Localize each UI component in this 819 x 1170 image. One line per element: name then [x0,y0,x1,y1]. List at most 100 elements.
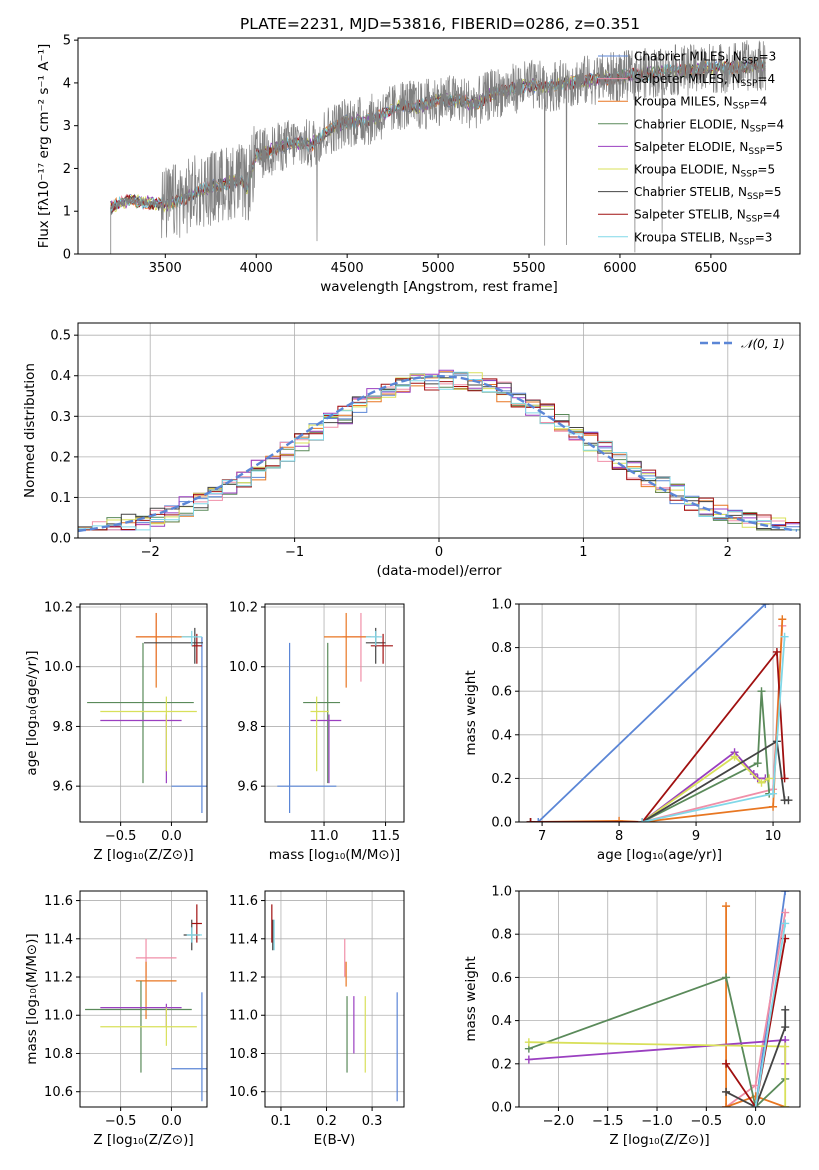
errorbar-salpeter_elodie [310,714,342,784]
weight-marker-salpeter_elodie [524,1055,533,1064]
x-tick-label: 0.3 [362,1114,383,1129]
weight-marker-salpeter_stelib [780,774,789,783]
weight-line-chabrier_elodie [641,691,771,822]
plot-area-massweight-vs-Z [524,891,790,1107]
weight-marker-kroupa_elodie [757,778,766,787]
y-tick-label: 0.0 [50,532,71,547]
y-axis-label: age [log₁₀(age/yr)] [24,650,40,775]
y-tick-label: 0.2 [491,1057,512,1072]
weight-line-chabrier_stelib [725,1009,787,1107]
y-tick-label: 10.0 [229,660,258,675]
x-tick-label: −0.5 [105,829,137,844]
legend-name: Chabrier STELIB, N [634,185,747,199]
weight-marker-chabrier_elodie [753,759,762,768]
weight-marker-chabrier_stelib [784,796,793,805]
weight-marker-chabrier_elodie [757,687,766,696]
weight-marker-chabrier_stelib [781,1023,790,1032]
y-tick-label: 11.0 [44,1009,73,1024]
legend-sub: SSP [746,215,763,225]
weight-marker-salpeter_stelib [526,818,535,822]
x-tick-label: 0.1 [271,1114,292,1129]
legend-entry: Chabrier ELODIE, NSSP=4 [634,117,784,134]
legend-tail: =4 [763,208,781,222]
weight-marker-chabrier_stelib [781,1005,790,1014]
y-tick-label: 11.4 [229,932,258,947]
plot-area-massweight-vs-age [526,604,793,822]
axes-frame [79,603,208,823]
weight-line-salpeter_stelib [530,649,786,822]
y-axis-label: Normed distribution [22,363,38,498]
legend-name: Kroupa STELIB, N [634,230,738,244]
errorbar-kroupa_elodie [100,696,197,772]
axes-frame [264,603,405,823]
y-tick-label: 9.8 [237,720,258,735]
data-spectrum [110,40,766,253]
y-tick-label: 0.8 [491,928,512,943]
y-tick-label: 0.1 [50,491,71,506]
legend-tail: =4 [766,117,784,131]
x-axis-label: Z [log₁₀(Z/Z⊙)] [609,1132,709,1148]
x-tick-label: 8 [615,829,623,844]
plot-area-mass-vs-Z [85,904,207,1102]
legend-entry: Salpeter STELIB, NSSP=4 [634,208,780,225]
y-tick-label: 2 [63,162,71,177]
weight-marker-kroupa_miles [722,1103,731,1107]
errorbar-chabrier_miles [277,642,337,814]
legend-name: Chabrier ELODIE, N [634,117,750,131]
x-tick-label: 0.0 [161,829,182,844]
x-axis-label: mass [log₁₀(M/M⊙)] [269,847,400,863]
y-tick-label: 10.8 [229,1047,258,1062]
x-axis-label: E(B-V) [314,1132,356,1148]
legend-name: Chabrier MILES, N [634,50,742,64]
legend-entry: Chabrier STELIB, NSSP=5 [634,185,782,202]
axes-frame [77,37,801,255]
weight-marker-kroupa_elodie [781,1103,790,1107]
y-tick-label: 9.8 [52,720,73,735]
y-tick-label: 0.4 [491,728,512,743]
weight-marker-salpeter_miles [781,908,790,917]
legend-entry: Salpeter MILES, NSSP=4 [634,72,775,89]
y-tick-label: 0.3 [50,410,71,425]
y-tick-label: 11.6 [229,894,258,909]
y-tick-label: 10.6 [44,1085,73,1100]
y-tick-label: 3 [63,119,71,134]
x-tick-label: 5000 [422,261,455,276]
x-tick-label: 0.2 [316,1114,337,1129]
weight-marker-kroupa_miles [778,615,787,624]
y-tick-label: 5 [63,34,71,49]
y-tick-label: 10.6 [229,1085,258,1100]
legend-sub: SSP [741,170,758,180]
plot-area-spectrum [110,40,766,254]
errorbar-kroupa_miles [135,961,177,1020]
y-tick-label: 10.2 [229,600,258,615]
plot-area-residual-histogram [78,369,800,533]
histogram-kroupa_stelib [78,371,800,531]
axes-layer: 3500 4000 4500 5000 5500 6000 6500 0 1 2 3 4 5 wavele… [22,34,801,1148]
errorbar-kroupa_elodie [100,1007,197,1046]
errorbar-salpeter_stelib [370,633,393,664]
panel-age-vs-mass: 11.0 11.5 9.6 9.8 10.0 10.2 mass [log₁₀(M/M⊙)] [229,600,405,863]
x-axis-label: age [log₁₀(age/yr)] [597,847,722,863]
x-tick-label: −1.0 [641,1114,673,1129]
weight-marker-kroupa_miles [769,802,778,811]
x-tick-label: 9 [692,829,700,844]
weight-marker-salpeter_elodie [749,770,758,779]
panel-residual-histogram: −2 −1 0 1 2 0.0 0.1 0.2 0.3 0.4 0.5 (data-model)/er… [22,322,801,579]
x-tick-label: 1 [579,545,587,560]
weight-line-kroupa_miles [725,906,786,1107]
legend-entry: Kroupa ELODIE, NSSP=5 [634,163,775,180]
weight-line-kroupa_elodie [641,755,770,822]
weight-marker-kroupa_miles [722,902,731,911]
y-tick-label: 1.0 [491,885,512,900]
errorbar-kroupa_stelib [181,630,202,646]
weight-marker-kroupa_elodie [781,1042,790,1051]
legend-tail: =5 [764,185,782,199]
x-tick-label: 7 [538,829,546,844]
weight-line-chabrier_elodie [528,976,786,1107]
y-tick-label: 0.6 [491,971,512,986]
legend-entry: Salpeter ELODIE, NSSP=5 [634,140,783,157]
errorbar-salpeter_elodie [100,714,182,784]
x-tick-label: 6500 [694,261,727,276]
weight-marker-kroupa_stelib [769,789,778,798]
